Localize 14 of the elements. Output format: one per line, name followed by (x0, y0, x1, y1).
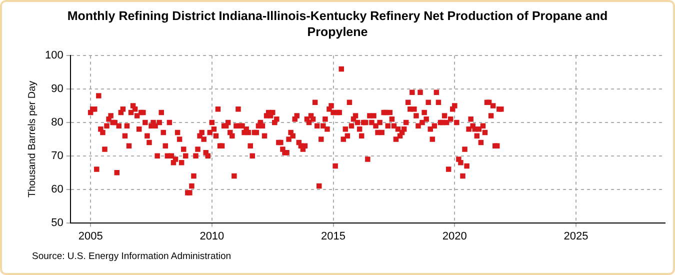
x-tick-label: 2025 (564, 230, 588, 242)
source-note: Source: U.S. Energy Information Administration (32, 251, 232, 262)
x-tick-label: 2005 (78, 230, 103, 242)
y-tick-label: 80 (51, 116, 64, 129)
x-tick-label: 2020 (442, 230, 467, 242)
y-tick-label: 90 (51, 83, 64, 96)
x-tick-label: 2015 (321, 230, 346, 242)
x-tick-label: 2010 (200, 230, 224, 242)
y-tick-label: 50 (51, 216, 64, 229)
y-tick-label: 70 (51, 150, 64, 162)
y-tick-label: 100 (44, 50, 64, 62)
y-tick-label: 60 (51, 183, 64, 196)
y-axis-title: Thousand Barrels per Day (26, 80, 38, 198)
chart-title: Monthly Refining District Indiana-Illinois-Kentucky Refinery Net Production of Propane and Propylene (66, 8, 609, 40)
